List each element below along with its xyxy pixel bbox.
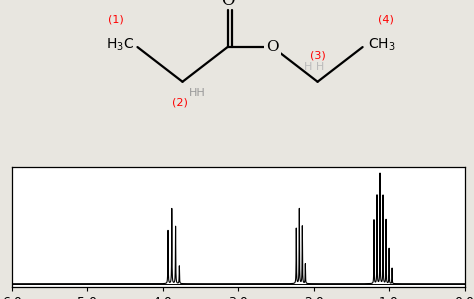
Text: H$_3$C: H$_3$C	[106, 36, 134, 53]
Text: (2): (2)	[172, 97, 188, 108]
Text: O: O	[266, 40, 279, 54]
Text: H H: H H	[304, 62, 324, 72]
Text: (3): (3)	[310, 51, 326, 61]
Text: O: O	[221, 0, 234, 10]
Text: (1): (1)	[108, 15, 124, 25]
Text: CH$_3$: CH$_3$	[368, 36, 396, 53]
Text: (4): (4)	[378, 15, 394, 25]
Text: HH: HH	[189, 88, 206, 98]
